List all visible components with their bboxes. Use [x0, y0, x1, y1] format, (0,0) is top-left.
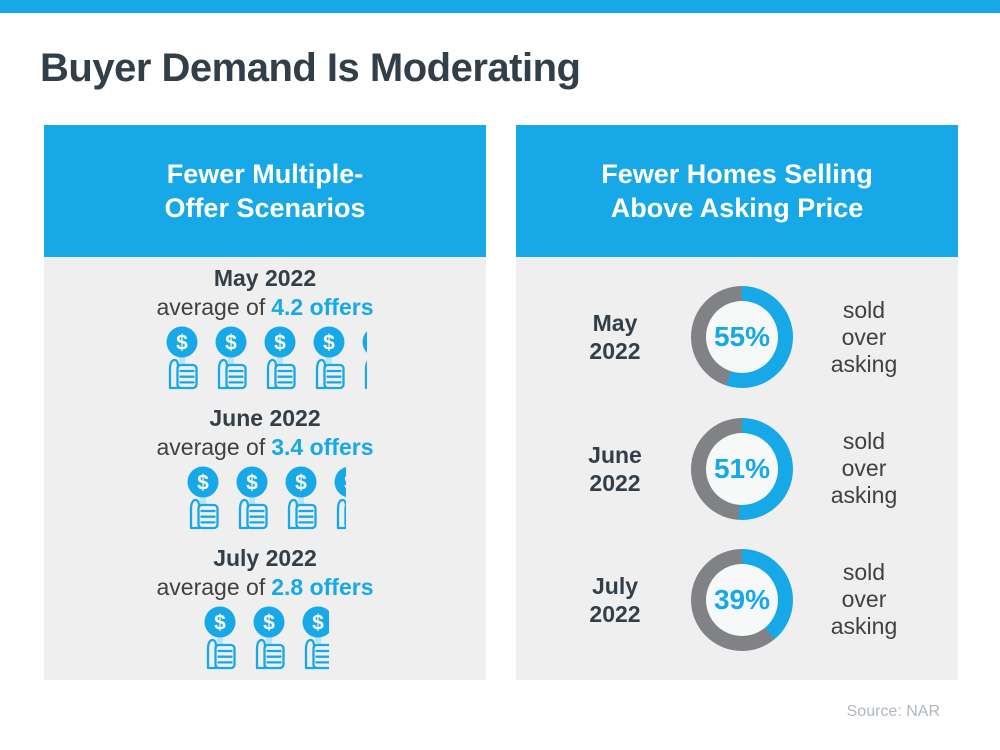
month-line1: June: [588, 441, 642, 468]
money-thumb-icon: $: [185, 466, 221, 530]
money-thumb-icon: $: [311, 326, 347, 390]
donut-row-may: May 2022 55% sold over asking: [569, 286, 905, 389]
svg-text:$: $: [312, 612, 324, 635]
panel-header-sold-over-asking: Fewer Homes Selling Above Asking Price: [516, 125, 958, 257]
money-thumb-icon-partial: $: [360, 326, 367, 390]
top-accent-bar: [0, 0, 1000, 13]
month-label-june: June 2022: [569, 441, 661, 497]
month-line2: 2022: [589, 338, 641, 365]
donut-caption: sold over asking: [830, 296, 898, 377]
panel-sold-over-asking: Fewer Homes Selling Above Asking Price M…: [516, 125, 958, 680]
offer-group-july: July 2022 average of 2.8 offers $ $ $: [44, 544, 486, 670]
svg-text:$: $: [197, 472, 209, 495]
donut-caption: sold over asking: [830, 559, 898, 640]
panel-title-line1: Fewer Homes Selling: [601, 159, 873, 189]
average-offers-line-july: average of 2.8 offers: [44, 573, 486, 601]
donut-chart-june: 51%: [691, 417, 793, 520]
month-line2: 2022: [589, 600, 641, 627]
page-title: Buyer Demand Is Moderating: [40, 46, 581, 90]
svg-text:$: $: [214, 612, 226, 635]
panel-title-line2: Above Asking Price: [610, 193, 864, 223]
money-thumb-icon: $: [251, 606, 287, 670]
money-thumbs-icon-row-may: $ $ $ $ $: [44, 326, 486, 390]
svg-text:$: $: [263, 612, 275, 635]
svg-text:$: $: [176, 332, 188, 355]
average-value: 3.4 offers: [271, 434, 374, 460]
average-offers-line-may: average of 4.2 offers: [44, 293, 486, 321]
source-attribution: Source: NAR: [846, 703, 940, 720]
panel-body-sold-over-asking: May 2022 55% sold over asking June 2022 …: [516, 257, 958, 680]
average-value: 2.8 offers: [271, 574, 374, 600]
panel-title-line1: Fewer Multiple-: [166, 159, 364, 189]
money-thumb-icon-partial: $: [332, 466, 346, 530]
money-thumbs-icon-row-june: $ $ $ $: [44, 466, 486, 530]
svg-text:$: $: [323, 332, 335, 355]
donut-percent-label: 39%: [713, 583, 771, 615]
panel-title-line2: Offer Scenarios: [164, 193, 366, 223]
svg-text:$: $: [274, 332, 286, 355]
average-prefix: average of: [156, 294, 266, 320]
offer-group-may: May 2022 average of4.2 offers $ $ $ $ $: [44, 264, 486, 390]
month-line1: July: [591, 572, 639, 599]
panel-header-multiple-offers: Fewer Multiple- Offer Scenarios: [44, 125, 486, 257]
average-prefix: average of: [156, 574, 266, 600]
donut-percent-label: 51%: [713, 452, 771, 484]
average-prefix: average of: [156, 434, 266, 460]
average-offers-line-june: average of 3.4 offers: [44, 433, 486, 461]
month-label-june: June 2022: [209, 405, 321, 431]
donut-row-july: July 2022 39% sold over asking: [569, 548, 905, 651]
money-thumb-icon: $: [283, 466, 319, 530]
svg-text:$: $: [344, 472, 346, 495]
month-label-july: July 2022: [569, 572, 661, 628]
money-thumb-icon: $: [262, 326, 298, 390]
money-thumb-icon: $: [234, 466, 270, 530]
offer-group-june: June 2022 average of3.4 offers $ $ $ $: [44, 404, 486, 530]
donut-chart-may: 55%: [691, 286, 793, 389]
money-thumb-icon: $: [164, 326, 200, 390]
month-line1: May: [592, 310, 638, 337]
money-thumb-icon: $: [202, 606, 238, 670]
svg-text:$: $: [295, 472, 307, 495]
month-label-may: May 2022: [213, 265, 317, 291]
donut-caption: sold over asking: [830, 428, 898, 508]
svg-text:$: $: [246, 472, 258, 495]
panel-body-multiple-offers: May 2022 average of4.2 offers $$$$$ June…: [44, 257, 486, 680]
donut-chart-july: 39%: [691, 548, 793, 651]
money-thumb-icon: $: [213, 326, 249, 390]
donut-percent-label: 55%: [713, 321, 771, 353]
average-value: 4.2 offers: [271, 294, 374, 320]
svg-text:$: $: [225, 332, 237, 355]
month-label-july: July 2022: [213, 545, 317, 571]
money-thumb-icon-partial: $: [300, 606, 329, 670]
money-thumbs-icon-row-july: $ $ $: [44, 606, 486, 670]
panel-multiple-offers: Fewer Multiple- Offer Scenarios May 2022…: [44, 125, 486, 680]
month-line2: 2022: [589, 469, 641, 496]
donut-row-june: June 2022 51% sold over asking: [569, 417, 905, 520]
month-label-may: May 2022: [569, 309, 661, 365]
